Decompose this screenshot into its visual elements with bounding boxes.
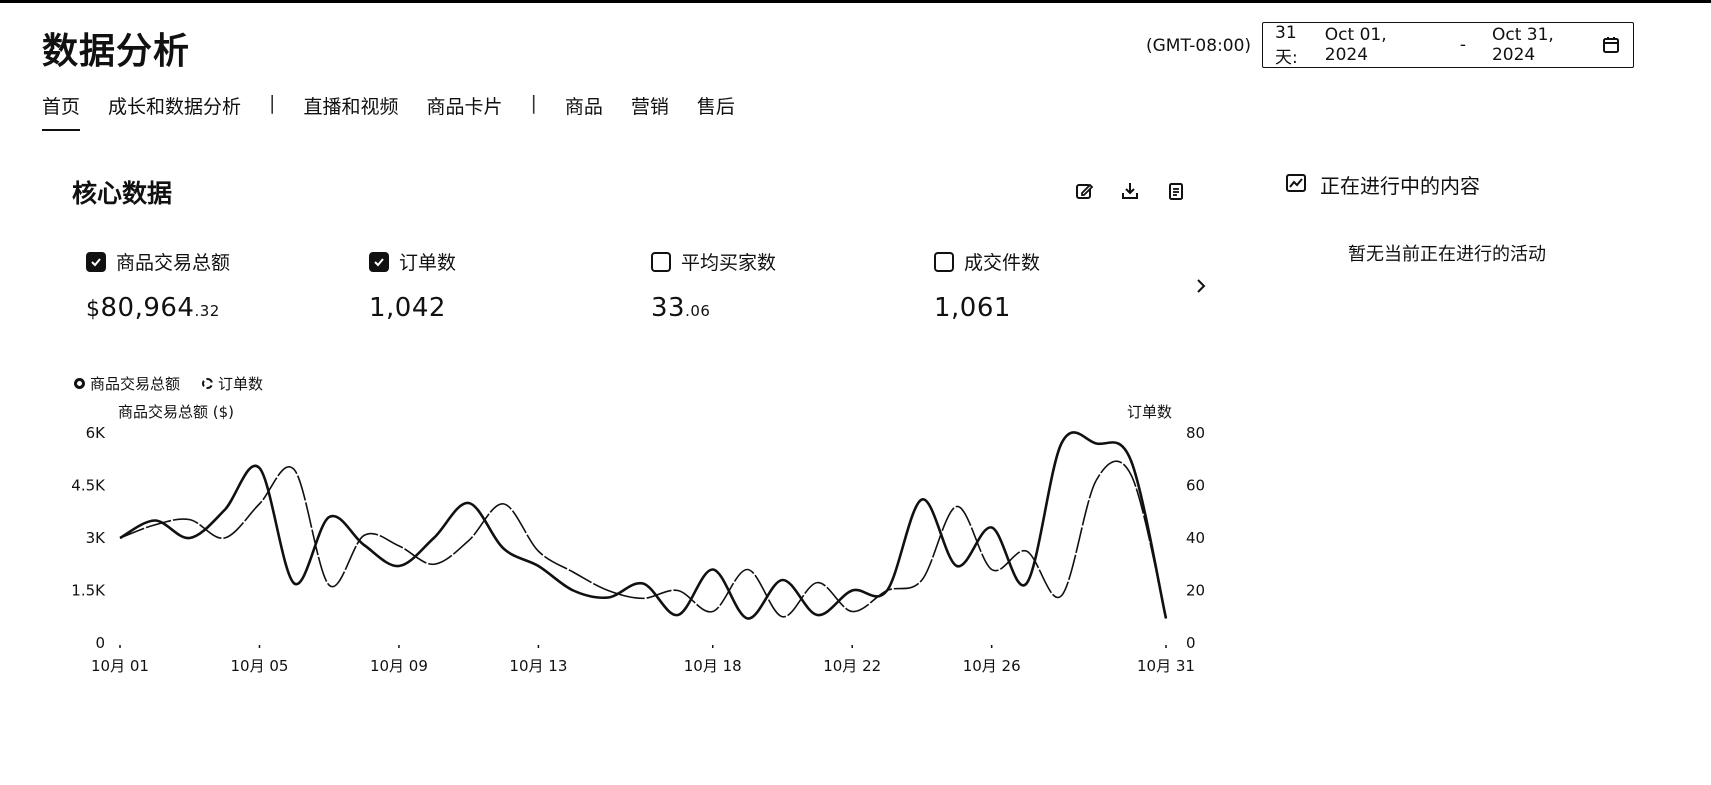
legend-solid-marker xyxy=(74,378,85,389)
right-tick-label: 20 xyxy=(1186,582,1205,600)
metric-label: 订单数 xyxy=(399,252,457,274)
legend-dashed-marker xyxy=(202,378,214,389)
x-tick-label: 10月 01 xyxy=(91,657,149,675)
metric-value: 1,042 xyxy=(369,293,446,323)
trend-chart-icon xyxy=(1286,173,1306,197)
metric-value: 80,964 xyxy=(100,293,195,323)
metric-avg-buyers: 平均买家数 33.06 xyxy=(651,248,776,323)
metric-label: 商品交易总额 xyxy=(116,252,231,274)
left-axis-title: 商品交易总额 ($) xyxy=(118,403,234,421)
tab-divider: | xyxy=(530,92,537,114)
right-tick-label: 60 xyxy=(1186,477,1205,495)
left-tick-label: 1.5K xyxy=(71,582,106,600)
edit-icon[interactable] xyxy=(1073,180,1095,202)
tab-after-sales[interactable]: 售后 xyxy=(696,96,735,118)
right-axis-title: 订单数 xyxy=(1127,403,1172,421)
legend-label: 订单数 xyxy=(218,375,264,393)
metric-checkbox-items-sold[interactable] xyxy=(934,251,954,272)
gmv-series-line xyxy=(119,431,1168,620)
tab-live-video[interactable]: 直播和视频 xyxy=(303,96,399,118)
tab-products[interactable]: 商品 xyxy=(564,96,603,118)
tab-divider: | xyxy=(269,92,276,114)
core-data-toolbar xyxy=(1073,180,1187,202)
date-range-separator: - xyxy=(1459,35,1466,55)
legend-label: 商品交易总额 xyxy=(90,375,181,393)
ongoing-content-empty: 暂无当前正在进行的活动 xyxy=(1348,244,1546,265)
main-tabs: 首页 成长和数据分析 | 直播和视频 商品卡片 | 商品 营销 售后 xyxy=(42,92,763,131)
ongoing-content-title: 正在进行中的内容 xyxy=(1320,174,1480,198)
x-tick-label: 10月 18 xyxy=(684,657,742,675)
date-range-end: Oct 31, 2024 xyxy=(1491,25,1554,65)
metric-items-sold: 成交件数 1,061 xyxy=(934,248,1040,323)
metric-currency: $ xyxy=(86,297,101,322)
tab-product-card[interactable]: 商品卡片 xyxy=(426,96,503,118)
metric-checkbox-gmv[interactable] xyxy=(86,251,106,272)
metric-gmv: 商品交易总额 $80,964.32 xyxy=(86,248,230,323)
right-tick-label: 40 xyxy=(1186,529,1205,547)
download-icon[interactable] xyxy=(1119,180,1141,202)
tab-home[interactable]: 首页 xyxy=(42,92,81,131)
line-chart: 商品交易总额 ($) 订单数 0 1.5K 3K 4.5K 6K 0 20 40 60 80 10月 0… xyxy=(71,403,1205,675)
metric-label: 平均买家数 xyxy=(681,252,777,274)
metric-label: 成交件数 xyxy=(964,252,1041,274)
ongoing-content-header: 正在进行中的内容 xyxy=(1286,170,1480,199)
right-tick-label: 80 xyxy=(1186,424,1205,442)
chevron-right-icon[interactable] xyxy=(1194,276,1208,302)
x-tick-label: 10月 05 xyxy=(230,657,288,675)
left-tick-label: 4.5K xyxy=(71,477,106,495)
metric-value: 33 xyxy=(651,293,686,323)
x-tick-label: 10月 22 xyxy=(823,657,881,675)
x-tick-label: 10月 31 xyxy=(1137,657,1195,675)
tab-growth-analytics[interactable]: 成长和数据分析 xyxy=(108,96,242,118)
orders-series-line xyxy=(119,460,1167,618)
clipboard-icon[interactable] xyxy=(1165,180,1187,202)
timezone-label: (GMT-08:00) xyxy=(1146,36,1252,56)
metric-orders: 订单数 1,042 xyxy=(369,248,456,323)
date-range-start: Oct 01, 2024 xyxy=(1324,25,1387,65)
top-border xyxy=(0,0,1711,3)
x-tick-label: 10月 09 xyxy=(370,657,428,675)
metric-value: 1,061 xyxy=(934,293,1011,323)
metric-checkbox-orders[interactable] xyxy=(369,251,389,272)
x-tick-label: 10月 26 xyxy=(963,657,1021,675)
metric-value-decimal: .06 xyxy=(685,302,711,320)
page-title: 数据分析 xyxy=(42,31,191,72)
x-tick-label: 10月 13 xyxy=(509,657,567,675)
left-tick-label: 3K xyxy=(86,529,107,547)
legend-item-orders[interactable]: 订单数 xyxy=(202,373,263,394)
right-tick-label: 0 xyxy=(1186,634,1196,652)
core-data-title: 核心数据 xyxy=(72,179,173,208)
tab-marketing[interactable]: 营销 xyxy=(630,96,669,118)
legend-item-gmv[interactable]: 商品交易总额 xyxy=(74,373,180,394)
date-range-label: 31天: xyxy=(1275,22,1298,68)
metric-checkbox-avg-buyers[interactable] xyxy=(651,251,671,272)
date-range-picker[interactable]: 31天: Oct 01, 2024 - Oct 31, 2024 xyxy=(1262,22,1634,68)
left-tick-label: 6K xyxy=(86,424,107,442)
metric-value-decimal: .32 xyxy=(194,302,220,320)
calendar-icon[interactable] xyxy=(1601,35,1621,55)
chart-legend: 商品交易总额 订单数 xyxy=(74,373,263,394)
left-tick-label: 0 xyxy=(95,634,105,652)
